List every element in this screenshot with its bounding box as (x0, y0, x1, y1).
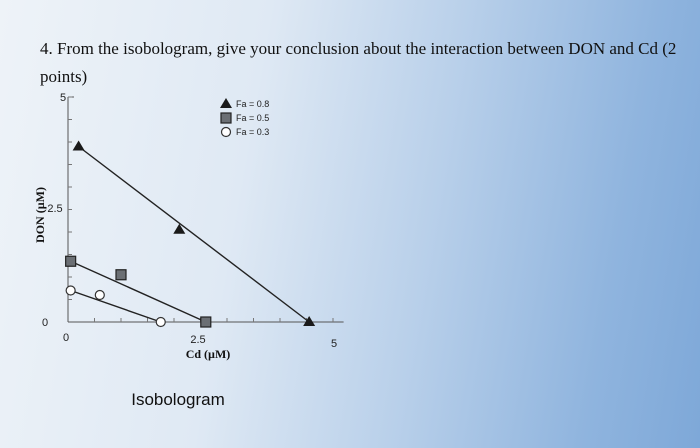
legend-marker (220, 98, 232, 108)
y-tick-label: 0 (42, 317, 48, 329)
data-point (303, 316, 316, 326)
x-tick-label: 2.5 (190, 334, 205, 346)
y-tick-label: 5 (60, 92, 66, 104)
x-axis-label: Cd (µM) (186, 347, 231, 361)
question-text: 4. From the isobologram, give your concl… (40, 39, 677, 86)
data-point (200, 316, 212, 328)
y-tick-label: 2.5 (47, 203, 62, 215)
legend-marker (220, 112, 232, 124)
data-point (94, 289, 105, 301)
legend-entry: Fa = 0.8 (236, 99, 269, 109)
x-tick-label: 0 (63, 332, 69, 344)
data-point (115, 269, 127, 281)
legend-entry: Fa = 0.3 (236, 127, 269, 137)
legend-marker (220, 126, 232, 138)
axes (67, 96, 344, 323)
series-line (78, 145, 310, 323)
data-point (72, 140, 85, 151)
series-line (70, 260, 207, 323)
data-point (155, 316, 166, 328)
data-point (173, 223, 186, 234)
data-point (65, 255, 77, 267)
series-line (70, 289, 161, 323)
y-axis-label: DON (µM) (33, 187, 47, 243)
chart-title: Isobologram (131, 390, 225, 409)
x-tick-label: 5 (331, 338, 337, 350)
marks (65, 140, 316, 328)
legend-entry: Fa = 0.5 (236, 113, 269, 123)
legend: Fa = 0.8 Fa = 0.5 Fa = 0.3 (220, 98, 269, 138)
data-point (65, 285, 76, 296)
